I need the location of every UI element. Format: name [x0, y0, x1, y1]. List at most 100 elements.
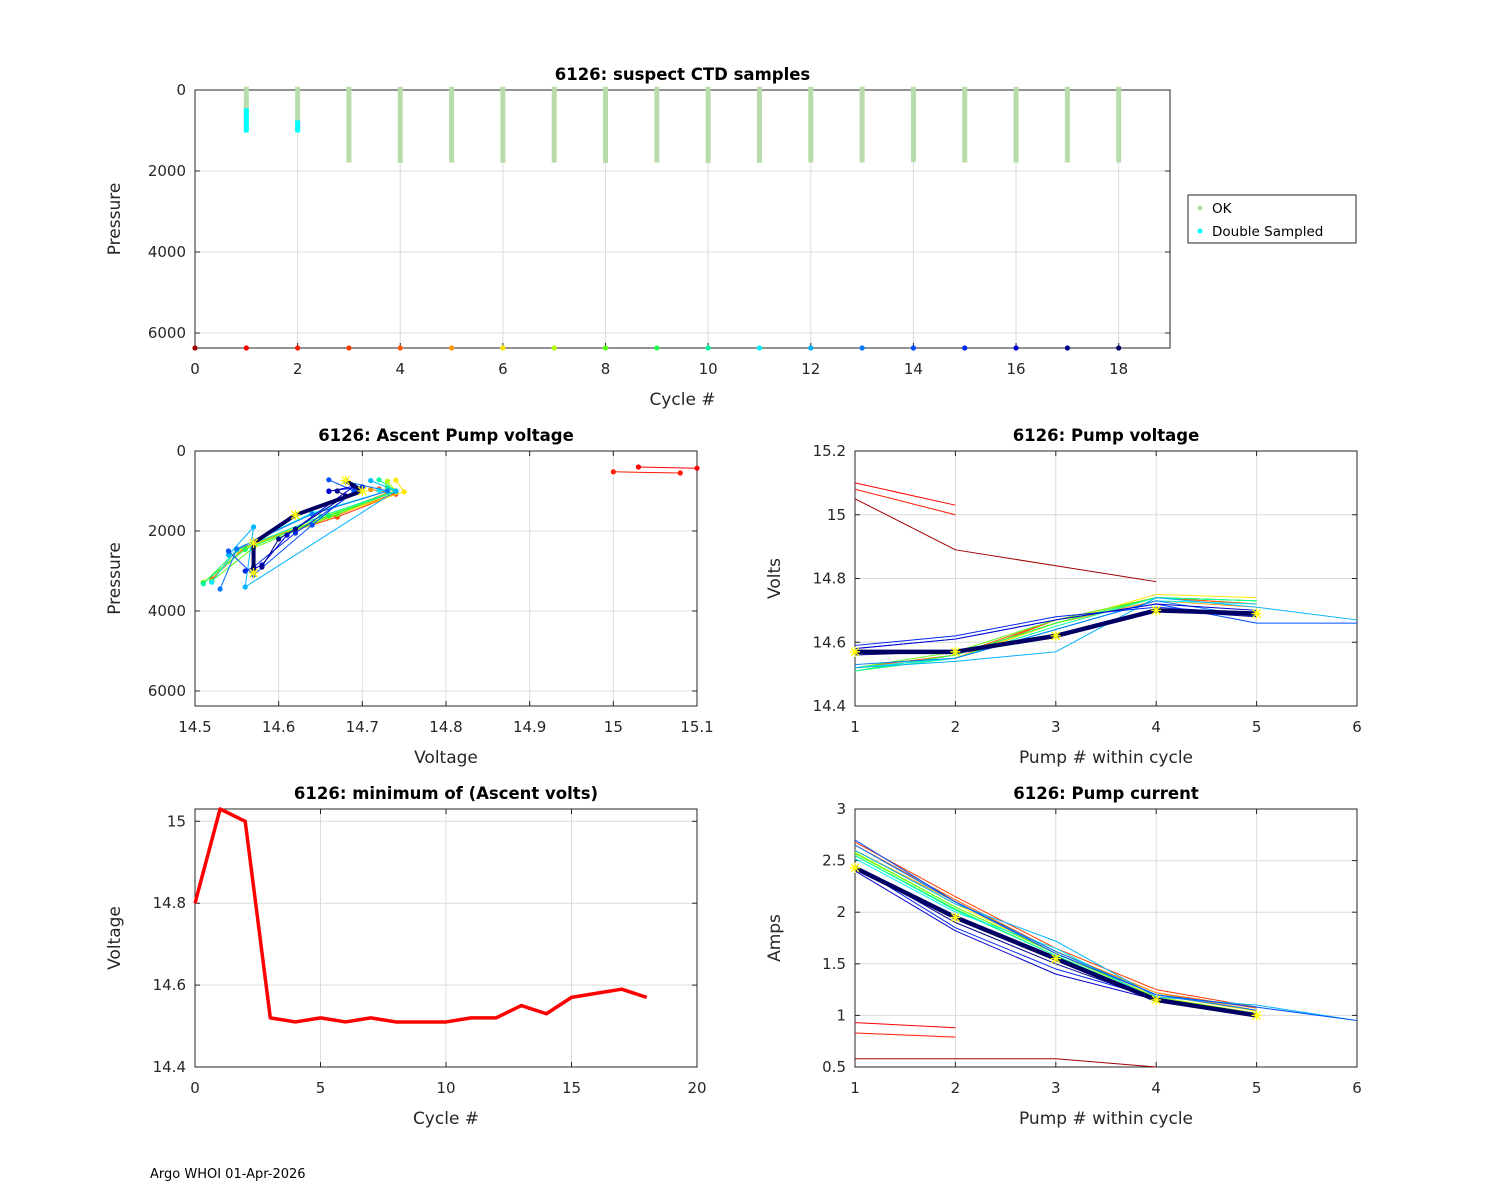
highlight-star-marker: [290, 510, 301, 520]
footer-credit: Argo WHOI 01-Apr-2026: [150, 1167, 306, 1182]
cycle-0-line: [855, 1058, 1157, 1068]
y-tick-label: 1.5: [822, 955, 846, 973]
cycle-1-line: [638, 466, 698, 469]
cycle-17-point: [334, 488, 340, 494]
cycle-10-line: [854, 597, 1257, 672]
cycle-13-point: [234, 546, 240, 552]
x-tick-label: 15: [562, 1079, 581, 1097]
cycle-7-point: [384, 478, 391, 484]
cycle-12-point: [225, 552, 232, 558]
cycle-10-point: [376, 477, 382, 483]
min-voltage-line: [193, 807, 648, 1024]
cycle-marker: [705, 345, 711, 351]
y-tick-label: 6000: [148, 324, 186, 342]
x-axis-label: Cycle #: [649, 390, 715, 410]
ascent-marks: [200, 464, 700, 592]
x-tick-label: 14.9: [513, 718, 546, 736]
chart-title: 6126: Pump voltage: [1013, 426, 1200, 445]
cycle-12-point: [250, 524, 257, 530]
x-tick-label: 6: [498, 360, 508, 378]
pumpvolt-axes: 1 2 3 4 5 6 14.4 14.6 14.8 15 15.2 6126: Pump volta…: [765, 426, 1362, 768]
cycle-1-point: [694, 465, 700, 471]
cycle-14-point: [326, 477, 332, 483]
x-tick-label: 0: [190, 360, 200, 378]
cycle-5-point: [368, 486, 374, 492]
x-tick-label: 14: [904, 360, 923, 378]
x-tick-label: 3: [1051, 718, 1061, 736]
highlight-star-marker: [1050, 630, 1061, 641]
cycle-marker: [1064, 345, 1070, 351]
pumpvolt-marks: [850, 482, 1358, 672]
x-tick-label: 2: [293, 360, 303, 378]
y-axis-label: Voltage: [105, 906, 125, 970]
x-tick-label: 18: [1109, 360, 1128, 378]
x-tick-label: 6: [1352, 1079, 1362, 1097]
y-tick-label: 14.8: [813, 570, 846, 588]
y-tick-label: 0.5: [822, 1058, 846, 1076]
cycle-marker: [1116, 345, 1122, 351]
cycle-marker: [808, 345, 814, 351]
cycle-12-point: [393, 488, 399, 494]
highlight-star-marker: [1251, 1010, 1262, 1021]
x-tick-label: 14.8: [429, 718, 462, 736]
cycle-1-point: [635, 464, 642, 470]
y-axis-label: Pressure: [105, 183, 125, 256]
cycle-marker: [1013, 345, 1019, 351]
cycle-6-point: [401, 489, 407, 495]
cycle-marker: [756, 345, 763, 351]
highlight-star-marker: [1151, 994, 1162, 1005]
cycle-1-line: [854, 482, 956, 506]
x-tick-label: 2: [951, 718, 961, 736]
cycle-13-point: [384, 488, 391, 494]
y-tick-label: 2.5: [822, 852, 846, 870]
cycle-12-point: [368, 478, 374, 484]
chart-title: 6126: suspect CTD samples: [555, 65, 811, 84]
cycle-marker: [910, 345, 917, 351]
cycle-14-point: [225, 548, 232, 554]
cycle-14-line: [854, 839, 1358, 1022]
y-tick-label: 14.4: [153, 1058, 186, 1076]
cycle-marker: [551, 345, 557, 351]
legend: OK Double Sampled: [1187, 194, 1357, 244]
cycle-16-point: [326, 488, 332, 494]
highlight-star-marker: [248, 568, 259, 578]
plot-area: [195, 90, 1170, 348]
samples-marks: [192, 86, 1122, 351]
chart-title: 6126: Ascent Pump voltage: [318, 426, 574, 445]
cycle-marker: [192, 345, 198, 351]
highlight-star-marker: [850, 862, 860, 873]
cycle-6-point: [393, 477, 399, 483]
cycle-marker: [962, 345, 968, 351]
cycle-marker: [346, 345, 352, 351]
y-tick-label: 15.2: [813, 442, 846, 460]
cycle-17-point: [259, 564, 265, 570]
cycle-15-point: [242, 568, 248, 574]
axes-frame: [194, 808, 698, 1068]
highlight-star-marker: [357, 486, 368, 496]
cycle-11-point: [209, 579, 215, 585]
cycle-12-point: [242, 584, 248, 590]
cycle-10-point: [200, 581, 206, 587]
y-tick-label: 2000: [148, 522, 186, 540]
y-tick-label: 2000: [148, 162, 186, 180]
cycle-15-point: [292, 530, 298, 536]
x-tick-label: 2: [951, 1079, 961, 1097]
chart-title: 6126: Pump current: [1013, 784, 1199, 803]
y-tick-label: 3: [836, 800, 846, 818]
x-tick-label: 4: [1151, 718, 1161, 736]
y-axis-label: Volts: [765, 558, 785, 599]
y-tick-label: 14.6: [813, 633, 846, 651]
y-tick-label: 4000: [148, 602, 186, 620]
x-tick-label: 16: [1007, 360, 1026, 378]
chart-title: 6126: minimum of (Ascent volts): [294, 784, 598, 803]
cycle-marker: [397, 345, 403, 351]
axes-frame: [194, 89, 1171, 349]
y-tick-label: 15: [827, 506, 846, 524]
x-tick-label: 15: [604, 718, 623, 736]
cycle-14-point: [309, 522, 315, 528]
x-tick-label: 8: [601, 360, 611, 378]
y-tick-label: 15: [167, 812, 186, 830]
x-tick-label: 14.5: [178, 718, 211, 736]
